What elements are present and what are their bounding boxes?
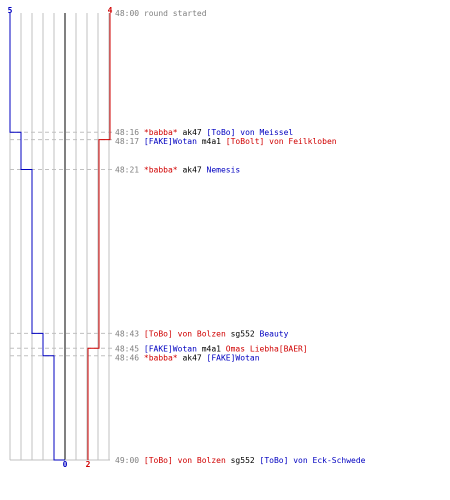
event-row: 48:16 *babba* ak47 [ToBo] von Meissel — [115, 128, 293, 137]
event-time: 48:43 — [115, 329, 144, 338]
red-team-end-count: 2 — [86, 460, 91, 469]
event-row: 48:00 round started — [115, 9, 207, 18]
event-text: Nemesis — [207, 165, 241, 174]
event-text: ak47 — [178, 128, 207, 137]
event-text: *babba* — [144, 165, 178, 174]
event-time: 48:45 — [115, 344, 144, 353]
event-row: 48:43 [ToBo] von Bolzen sg552 Beauty — [115, 329, 289, 338]
event-text: [FAKE]Wotan — [207, 353, 260, 362]
event-text: sg552 — [226, 456, 260, 465]
event-text: [ToBo] von Meissel — [207, 128, 294, 137]
event-time: 49:00 — [115, 456, 144, 465]
event-text: [ToBo] von Eck-Schwede — [260, 456, 366, 465]
event-text: [FAKE]Wotan — [144, 137, 197, 146]
event-text: round started — [144, 9, 207, 18]
event-row: 49:00 [ToBo] von Bolzen sg552 [ToBo] von… — [115, 456, 366, 465]
event-connector-lines — [10, 131, 113, 357]
grid-lines — [9, 13, 110, 461]
team-count-steps — [9, 13, 111, 461]
event-row: 48:46 *babba* ak47 [FAKE]Wotan — [115, 353, 260, 362]
event-text: [ToBo] von Bolzen — [144, 456, 226, 465]
event-time: 48:00 — [115, 9, 144, 18]
event-text: *babba* — [144, 128, 178, 137]
event-time: 48:17 — [115, 137, 144, 146]
event-time: 48:16 — [115, 128, 144, 137]
event-text: ak47 — [178, 165, 207, 174]
blue-team-end-count: 0 — [63, 460, 68, 469]
event-time: 48:21 — [115, 165, 144, 174]
event-text: Beauty — [260, 329, 289, 338]
event-text: [ToBo] von Bolzen — [144, 329, 226, 338]
red-team-step-line — [87, 13, 111, 460]
event-text: Omas Liebha[BAER] — [226, 344, 308, 353]
blue-team-step-line — [9, 13, 65, 461]
event-text: [ToBolt] von Feilkloben — [226, 137, 337, 146]
blue-team-start-count: 5 — [8, 6, 13, 15]
event-row: 48:45 [FAKE]Wotan m4a1 Omas Liebha[BAER] — [115, 344, 308, 353]
event-row: 48:21 *babba* ak47 Nemesis — [115, 165, 240, 174]
event-text: m4a1 — [197, 137, 226, 146]
event-text: m4a1 — [197, 344, 226, 353]
event-text: sg552 — [226, 329, 260, 338]
event-text: ak47 — [178, 353, 207, 362]
event-time: 48:46 — [115, 353, 144, 362]
event-row: 48:17 [FAKE]Wotan m4a1 [ToBolt] von Feil… — [115, 137, 337, 146]
red-team-start-count: 4 — [108, 6, 113, 15]
event-text: [FAKE]Wotan — [144, 344, 197, 353]
event-text: *babba* — [144, 353, 178, 362]
event-log: 48:00 round started 48:16 *babba* ak47 [T… — [115, 9, 366, 465]
